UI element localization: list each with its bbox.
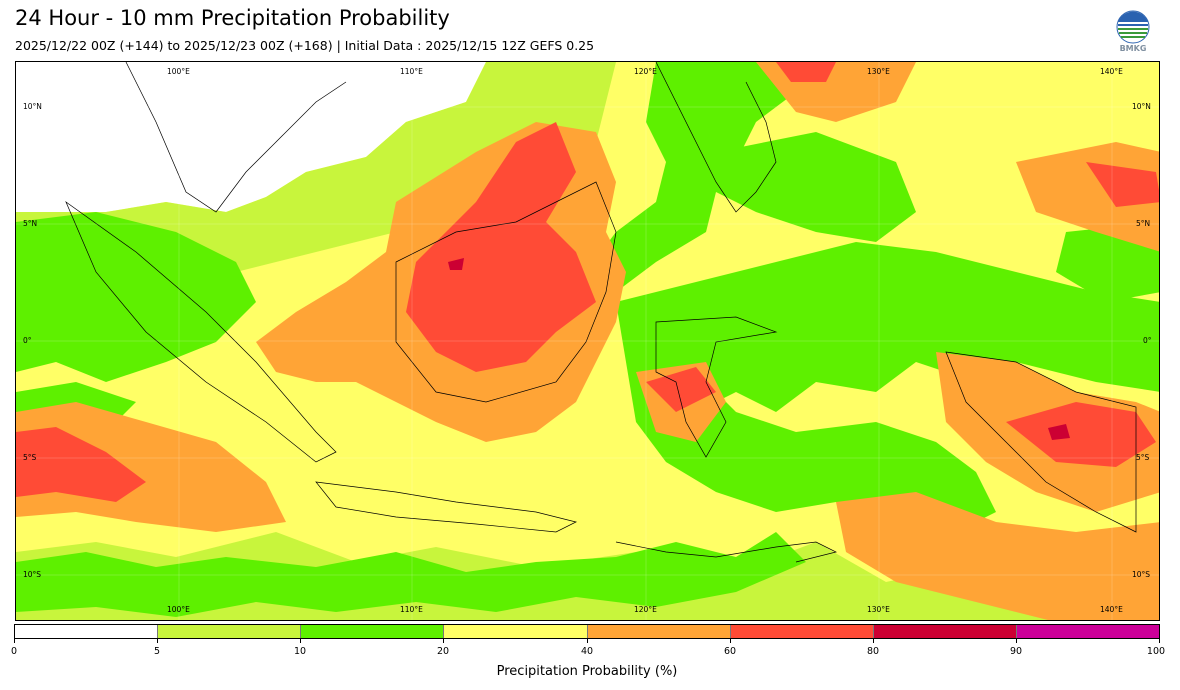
precipitation-map: 100°E 110°E 120°E 130°E 140°E 100°E 110°…	[15, 61, 1160, 621]
colorbar-tick-label: 100	[1146, 646, 1166, 657]
colorbar-tickmark	[14, 639, 15, 643]
white-zone-north	[16, 62, 486, 212]
colorbar-segment-0-5	[15, 625, 159, 638]
colorbar-tickmark	[300, 639, 301, 643]
lat-label-right-5s: 5°S	[1136, 453, 1150, 462]
lat-label-left-10n: 10°N	[23, 102, 42, 111]
lat-label-right-10s: 10°S	[1132, 570, 1151, 579]
green-sumatra-region	[16, 212, 256, 382]
colorbar-segment-20-40	[444, 625, 588, 638]
colorbar-tickmark	[443, 639, 444, 643]
lon-label-bottom-100e: 100°E	[167, 605, 190, 614]
colorbar-tick-label: 20	[436, 646, 450, 657]
lat-label-right-10n: 10°N	[1132, 102, 1151, 111]
map-title: 24 Hour - 10 mm Precipitation Probabilit…	[15, 6, 450, 30]
java-coast	[315, 481, 578, 533]
colorbar-tick-label: 90	[1009, 646, 1023, 657]
lat-label-left-5s: 5°S	[23, 453, 37, 462]
lat-label-left-10s: 10°S	[23, 570, 42, 579]
colorbar-segment-5-10	[158, 625, 302, 638]
map-subtitle: 2025/12/22 00Z (+144) to 2025/12/23 00Z …	[15, 38, 595, 53]
philippines-coast	[655, 62, 777, 213]
orange-arafura-region	[836, 492, 1159, 620]
red-borneo-core	[406, 122, 596, 372]
borneo-coast	[395, 181, 617, 403]
lon-label-bottom-140e: 140°E	[1100, 605, 1123, 614]
green-philippines-region	[586, 62, 796, 292]
red-indian-ocean-core	[16, 427, 146, 502]
lon-label-bottom-120e: 120°E	[634, 605, 657, 614]
probability-field	[16, 62, 1159, 620]
colorbar-tick-label: 60	[723, 646, 737, 657]
colorbar-segment-80-90	[873, 625, 1017, 638]
indochina-coast	[125, 62, 347, 213]
colorbar-tickmark	[587, 639, 588, 643]
colorbar-tickmark	[1159, 639, 1160, 643]
colorbar-tickmark	[730, 639, 731, 643]
colorbar-tickmark	[157, 639, 158, 643]
colorbar-segment-40-60	[587, 625, 731, 638]
colorbar-tickmark	[1016, 639, 1017, 643]
red-sulawesi-core	[646, 367, 716, 412]
lon-label-top-140e: 140°E	[1100, 67, 1123, 76]
dark-red-peak-papua	[1048, 424, 1070, 440]
sulawesi-coast	[655, 316, 778, 458]
bmkg-logo-icon	[1116, 10, 1150, 44]
lat-label-left-0: 0°	[23, 336, 32, 345]
lon-label-bottom-110e: 110°E	[400, 605, 423, 614]
red-east-pacific-core	[1086, 162, 1159, 207]
colorbar-tick-label: 5	[153, 646, 161, 657]
lat-label-right-0: 0°	[1143, 336, 1152, 345]
colorbar-tickmark	[873, 639, 874, 643]
lon-label-top-110e: 110°E	[400, 67, 423, 76]
lon-label-bottom-130e: 130°E	[867, 605, 890, 614]
green-java-sea-south	[16, 532, 806, 617]
colorbar	[14, 624, 1160, 639]
red-papua-core	[1006, 402, 1156, 467]
logo-text: BMKG	[1119, 44, 1147, 53]
dark-red-peak-borneo	[448, 258, 464, 270]
colorbar-tick-label: 80	[866, 646, 880, 657]
nusa-tenggara-coast	[615, 541, 838, 563]
green-sulawesi-region	[616, 242, 1159, 412]
papua-coast	[945, 351, 1137, 533]
lon-label-top-120e: 120°E	[634, 67, 657, 76]
sumatra-coast	[65, 200, 337, 463]
lat-label-right-5n: 5°N	[1136, 219, 1151, 228]
colorbar-segment-60-80	[730, 625, 874, 638]
red-north-pacific-core	[776, 62, 836, 82]
lat-label-left-5n: 5°N	[23, 219, 38, 228]
coastlines	[65, 62, 1137, 563]
graticule	[16, 62, 1159, 620]
orange-indian-ocean-region	[16, 402, 286, 532]
lon-label-top-100e: 100°E	[167, 67, 190, 76]
lon-label-top-130e: 130°E	[867, 67, 890, 76]
colorbar-tick-label: 10	[293, 646, 307, 657]
colorbar-tick-label: 0	[10, 646, 18, 657]
green-pacific-west	[716, 132, 916, 242]
colorbar-tick-label: 40	[580, 646, 594, 657]
colorbar-label: Precipitation Probability (%)	[496, 664, 678, 679]
colorbar-segment-10-20	[301, 625, 445, 638]
colorbar-segment-90-100	[1016, 625, 1159, 638]
